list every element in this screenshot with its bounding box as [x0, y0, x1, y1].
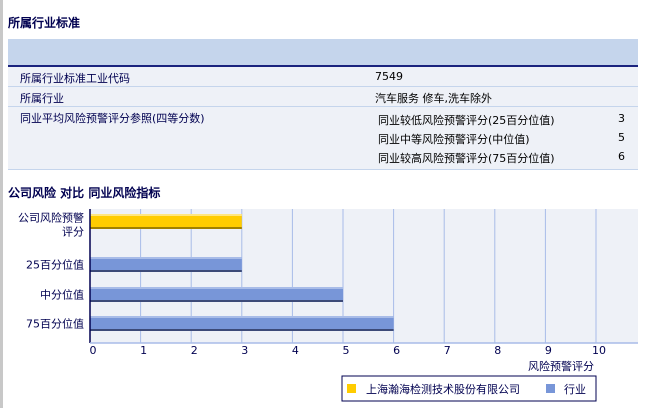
- x-tick-label: 9: [545, 344, 552, 357]
- legend-label: 行业: [564, 383, 586, 396]
- bar: [90, 287, 343, 302]
- x-axis-title: 风险预警评分: [528, 359, 594, 373]
- bar: [90, 257, 242, 272]
- bar-shadow: [90, 329, 394, 331]
- industry-label: 所属行业: [20, 92, 64, 105]
- x-tick-label: 10: [592, 344, 606, 357]
- ref-value-50: 5: [618, 131, 625, 144]
- table-row: 所属行业标准工业代码 7549: [8, 67, 638, 87]
- code-label: 所属行业标准工业代码: [20, 72, 130, 85]
- legend-swatch: [347, 384, 356, 393]
- y-tick-label: 评分: [62, 226, 84, 239]
- bar-shadow: [90, 227, 242, 229]
- section-title-industry: 所属行业标准: [8, 16, 81, 30]
- ref-value-75: 6: [618, 150, 625, 163]
- ref-label-75: 同业较高风险预警评分(75百分位值): [378, 152, 555, 165]
- table-row: 所属行业 汽车服务 修车,洗车除外: [8, 87, 638, 107]
- table-header: [8, 39, 638, 67]
- table-row: 同业平均风险预警评分参照(四等分数) 同业较低风险预警评分(25百分位值) 3 …: [8, 107, 638, 170]
- y-tick-label: 公司风险预警: [18, 211, 84, 225]
- ref-label-50: 同业中等风险预警评分(中位值): [378, 133, 530, 146]
- legend-swatch: [546, 384, 555, 393]
- bar-shadow: [90, 300, 343, 302]
- x-tick-label: 6: [393, 344, 400, 357]
- bar: [90, 214, 242, 229]
- x-tick-label: 1: [140, 344, 147, 357]
- left-border: [0, 0, 3, 408]
- y-tick-label: 25百分位值: [26, 258, 84, 272]
- y-tick-label: 75百分位值: [26, 317, 84, 331]
- x-tick-label: 8: [494, 344, 501, 357]
- legend-label: 上海瀚海检测技术股份有限公司: [366, 382, 520, 396]
- y-tick-label: 中分位值: [40, 288, 84, 302]
- x-tick-label: 4: [292, 344, 299, 357]
- ref-label-25: 同业较低风险预警评分(25百分位值): [378, 114, 555, 127]
- bar-highlight: [90, 214, 242, 216]
- x-tick-label: 2: [191, 344, 198, 357]
- bar-highlight: [90, 257, 242, 259]
- bar: [90, 316, 394, 331]
- bar-highlight: [90, 287, 343, 289]
- x-tick-label: 5: [343, 344, 350, 357]
- code-value: 7549: [375, 70, 403, 83]
- ref-value-25: 3: [618, 112, 625, 125]
- ref-label: 同业平均风险预警评分参照(四等分数): [20, 112, 205, 125]
- x-tick-label: 0: [90, 344, 97, 357]
- bar-shadow: [90, 270, 242, 272]
- industry-value: 汽车服务 修车,洗车除外: [375, 92, 492, 105]
- bar-highlight: [90, 316, 394, 318]
- x-tick-label: 3: [241, 344, 248, 357]
- industry-table: 所属行业标准工业代码 7549 所属行业 汽车服务 修车,洗车除外 同业平均风险…: [8, 39, 638, 170]
- section-title-chart: 公司风险 对比 同业风险指标: [8, 186, 161, 200]
- x-tick-label: 7: [444, 344, 451, 357]
